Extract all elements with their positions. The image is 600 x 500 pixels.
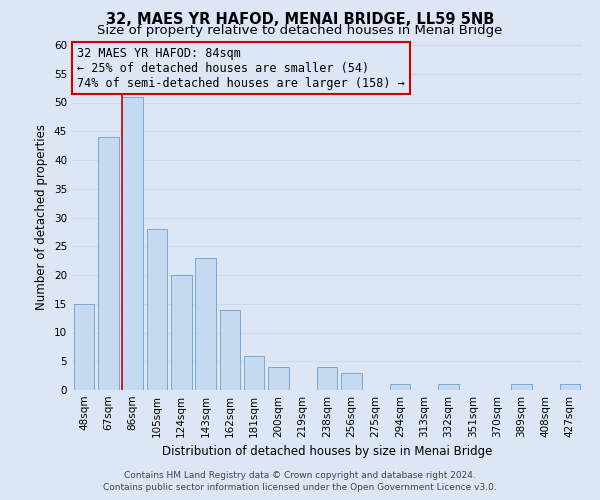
Bar [98,137,119,390]
Bar [146,229,167,390]
Bar [511,384,532,390]
Bar [268,367,289,390]
Text: 32, MAES YR HAFOD, MENAI BRIDGE, LL59 5NB: 32, MAES YR HAFOD, MENAI BRIDGE, LL59 5N… [106,12,494,28]
Bar [317,367,337,390]
X-axis label: Distribution of detached houses by size in Menai Bridge: Distribution of detached houses by size … [162,446,492,458]
Bar [171,275,191,390]
Bar [195,258,216,390]
Bar [122,97,143,390]
Y-axis label: Number of detached properties: Number of detached properties [35,124,49,310]
Bar [389,384,410,390]
Bar [560,384,580,390]
Bar [244,356,265,390]
Text: 32 MAES YR HAFOD: 84sqm
← 25% of detached houses are smaller (54)
74% of semi-de: 32 MAES YR HAFOD: 84sqm ← 25% of detache… [77,46,405,90]
Bar [438,384,459,390]
Bar [341,373,362,390]
Text: Size of property relative to detached houses in Menai Bridge: Size of property relative to detached ho… [97,24,503,37]
Bar [74,304,94,390]
Text: Contains HM Land Registry data © Crown copyright and database right 2024.
Contai: Contains HM Land Registry data © Crown c… [103,471,497,492]
Bar [220,310,240,390]
